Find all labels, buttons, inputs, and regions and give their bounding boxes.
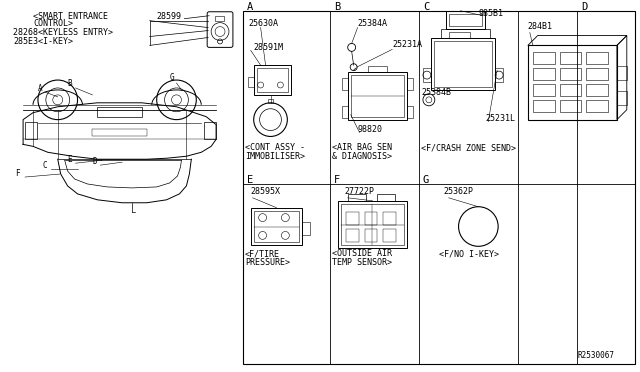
Bar bbox=[449, 14, 483, 26]
Bar bbox=[257, 68, 289, 92]
Bar bbox=[532, 68, 554, 80]
Text: G: G bbox=[170, 73, 174, 82]
Bar bbox=[346, 212, 358, 225]
Text: 25384A: 25384A bbox=[358, 19, 388, 28]
Bar bbox=[407, 78, 413, 90]
Bar bbox=[248, 77, 253, 87]
Bar bbox=[251, 208, 302, 245]
Text: 25231L: 25231L bbox=[485, 113, 515, 123]
Text: 25362P: 25362P bbox=[444, 187, 474, 196]
Text: <CONT ASSY -: <CONT ASSY - bbox=[244, 143, 305, 152]
Bar bbox=[338, 201, 407, 248]
Bar bbox=[532, 100, 554, 112]
Bar bbox=[559, 52, 581, 64]
Text: E: E bbox=[247, 175, 253, 185]
Bar bbox=[617, 66, 627, 80]
Text: 25630A: 25630A bbox=[249, 19, 279, 28]
Text: D: D bbox=[581, 2, 588, 12]
Text: C: C bbox=[423, 2, 429, 12]
Bar bbox=[495, 68, 503, 82]
Bar bbox=[342, 106, 348, 118]
Text: 284B1: 284B1 bbox=[528, 22, 553, 31]
Text: 28595X: 28595X bbox=[251, 187, 281, 196]
Bar bbox=[365, 230, 378, 242]
Text: A: A bbox=[38, 84, 43, 93]
Text: F: F bbox=[334, 175, 340, 185]
Bar bbox=[586, 68, 608, 80]
Bar bbox=[378, 194, 396, 201]
Text: <F/TIRE: <F/TIRE bbox=[244, 249, 280, 258]
Text: R2530067: R2530067 bbox=[577, 351, 614, 360]
Bar bbox=[243, 11, 635, 364]
Bar bbox=[434, 41, 492, 87]
Text: D: D bbox=[92, 157, 97, 166]
Bar bbox=[302, 222, 310, 235]
Text: F: F bbox=[15, 169, 20, 178]
Text: TEMP SENSOR>: TEMP SENSOR> bbox=[332, 258, 392, 267]
Bar bbox=[348, 194, 365, 201]
Text: <OUTSIDE AIR: <OUTSIDE AIR bbox=[332, 249, 392, 258]
Text: 98820: 98820 bbox=[358, 125, 383, 134]
Text: 25231A: 25231A bbox=[392, 41, 422, 49]
Text: <F/NO I-KEY>: <F/NO I-KEY> bbox=[439, 249, 499, 258]
Text: PRESSURE>: PRESSURE> bbox=[244, 258, 290, 267]
Bar bbox=[340, 204, 404, 245]
Bar bbox=[532, 84, 554, 96]
Bar bbox=[253, 211, 300, 242]
Bar bbox=[449, 32, 470, 38]
Text: <F/CRASH ZONE SEND>: <F/CRASH ZONE SEND> bbox=[421, 143, 516, 152]
Text: <SMART ENTRANCE: <SMART ENTRANCE bbox=[33, 12, 108, 21]
Bar bbox=[348, 72, 407, 120]
Text: & DIAGNOSIS>: & DIAGNOSIS> bbox=[332, 152, 392, 161]
Bar bbox=[365, 212, 378, 225]
Bar bbox=[559, 68, 581, 80]
Text: B: B bbox=[68, 79, 72, 88]
Bar bbox=[441, 29, 490, 38]
Bar bbox=[383, 212, 396, 225]
Text: E: E bbox=[68, 155, 72, 164]
Bar bbox=[528, 45, 617, 120]
Text: A: A bbox=[247, 2, 253, 12]
Bar bbox=[346, 230, 358, 242]
Text: 27722P: 27722P bbox=[345, 187, 375, 196]
Bar bbox=[445, 11, 485, 29]
Bar bbox=[586, 84, 608, 96]
Bar bbox=[97, 107, 142, 117]
Bar bbox=[25, 122, 37, 140]
Bar bbox=[92, 129, 147, 137]
Text: C: C bbox=[43, 161, 47, 170]
Bar bbox=[586, 52, 608, 64]
Bar bbox=[351, 75, 404, 117]
Bar bbox=[215, 16, 224, 21]
Bar bbox=[559, 84, 581, 96]
Bar bbox=[383, 230, 396, 242]
Bar bbox=[253, 65, 291, 95]
Text: G: G bbox=[423, 175, 429, 185]
Bar bbox=[204, 122, 216, 140]
Text: <AIR BAG SEN: <AIR BAG SEN bbox=[332, 143, 392, 152]
Bar bbox=[423, 68, 431, 82]
Bar bbox=[617, 91, 627, 105]
Text: B: B bbox=[334, 2, 340, 12]
Bar bbox=[268, 99, 273, 103]
Text: CONTROL>: CONTROL> bbox=[33, 19, 73, 28]
Text: 28591M: 28591M bbox=[253, 43, 284, 52]
Text: 985B1: 985B1 bbox=[478, 9, 503, 18]
Bar bbox=[342, 78, 348, 90]
Bar bbox=[586, 100, 608, 112]
Text: 25384B: 25384B bbox=[421, 88, 451, 97]
Bar bbox=[532, 52, 554, 64]
Text: IMMOBILISER>: IMMOBILISER> bbox=[244, 152, 305, 161]
Text: 28268<KEYLESS ENTRY>: 28268<KEYLESS ENTRY> bbox=[13, 29, 113, 38]
Bar bbox=[367, 66, 387, 72]
Bar bbox=[559, 100, 581, 112]
Bar bbox=[431, 38, 495, 90]
Bar bbox=[407, 106, 413, 118]
Text: 28599: 28599 bbox=[157, 12, 182, 21]
Text: 285E3<I-KEY>: 285E3<I-KEY> bbox=[13, 38, 73, 46]
